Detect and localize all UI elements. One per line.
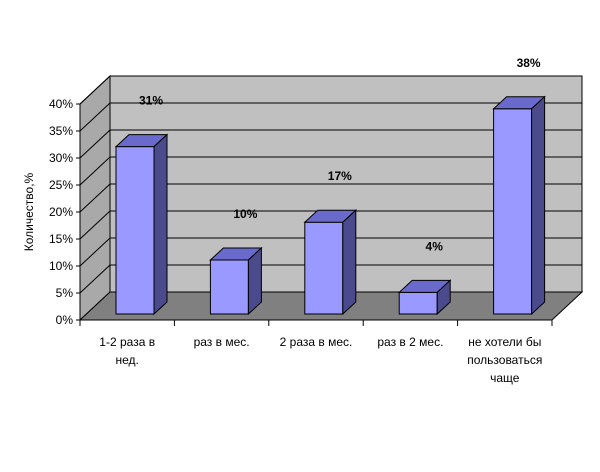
y-tick-label: 25% (49, 178, 73, 192)
bar-side (342, 209, 357, 316)
bar-side (247, 246, 262, 316)
bar (303, 209, 358, 316)
data-label: 31% (139, 94, 163, 108)
bar (397, 279, 452, 316)
y-tick-label: 10% (49, 259, 73, 273)
bar-front (398, 291, 438, 315)
data-label: 38% (517, 56, 541, 70)
y-tick-label: 35% (49, 124, 73, 138)
y-tick-label: 15% (49, 232, 73, 246)
bar-side (153, 133, 168, 316)
bar-side (436, 279, 451, 316)
gridline-diagonal (79, 75, 111, 105)
y-tick-label: 40% (49, 97, 73, 111)
bar-side (531, 95, 546, 316)
gridline-diagonal (79, 156, 111, 186)
y-tick-label: 20% (49, 205, 73, 219)
y-tick-label: 30% (49, 151, 73, 165)
data-labels: 31% 10% 17% 4% 38% (139, 56, 541, 254)
y-tick-label: 5% (56, 286, 74, 300)
bar-front (209, 259, 249, 315)
bar-front (304, 221, 344, 315)
gridline-diagonal (79, 129, 111, 159)
data-label: 4% (426, 239, 444, 253)
bars (114, 95, 546, 316)
gridline-diagonal (79, 264, 111, 294)
bar-front (493, 108, 533, 315)
bar (209, 246, 263, 316)
x-axis-ticks: 1-2 раза в нед. раз в мес. 2 раза в мес. раз… (79, 320, 553, 385)
y-tick-label: 0% (56, 313, 74, 327)
x-tick-label: раз в мес. (194, 335, 250, 349)
y-axis-ticks: 0% 5% 10% 15% 20% 25% 30% 35% 40% (49, 97, 552, 327)
x-tick-label: раз в 2 мес. (377, 335, 443, 349)
gridline-diagonal (79, 183, 111, 213)
y-axis-title: Количество,% (22, 172, 36, 251)
gridline-diagonal (79, 210, 111, 240)
data-label: 17% (328, 169, 352, 183)
x-tick-label: 1-2 раза в нед. (99, 335, 155, 367)
x-tick-label: 2 раза в мес. (280, 335, 353, 349)
bar (114, 133, 169, 316)
data-label: 10% (233, 207, 257, 221)
gridline-diagonal (79, 102, 111, 132)
gridline-diagonal (79, 237, 111, 267)
bar-front (115, 146, 155, 315)
bar (492, 95, 546, 316)
x-tick-label: не хотели бы пользоваться чаще (467, 335, 542, 385)
